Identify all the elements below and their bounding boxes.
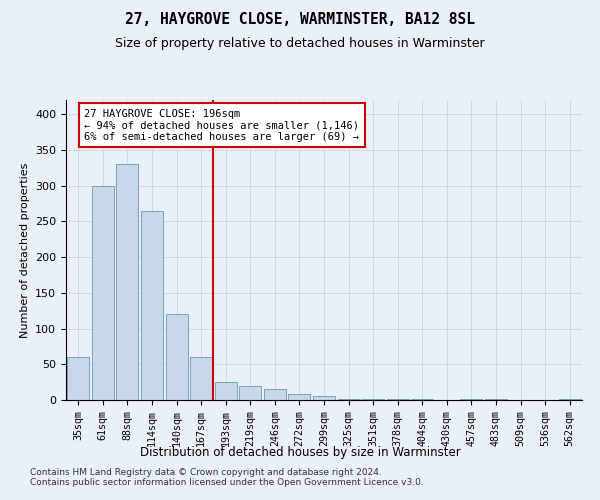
Bar <box>411 398 433 400</box>
Bar <box>190 357 212 400</box>
Bar <box>313 396 335 400</box>
Text: Contains HM Land Registry data © Crown copyright and database right 2024.: Contains HM Land Registry data © Crown c… <box>30 468 382 477</box>
Bar <box>166 314 188 400</box>
Text: 27, HAYGROVE CLOSE, WARMINSTER, BA12 8SL: 27, HAYGROVE CLOSE, WARMINSTER, BA12 8SL <box>125 12 475 28</box>
Text: 27 HAYGROVE CLOSE: 196sqm
← 94% of detached houses are smaller (1,146)
6% of sem: 27 HAYGROVE CLOSE: 196sqm ← 94% of detac… <box>85 108 359 142</box>
Bar <box>289 394 310 400</box>
Bar <box>141 210 163 400</box>
Text: Contains public sector information licensed under the Open Government Licence v3: Contains public sector information licen… <box>30 478 424 487</box>
Bar <box>215 382 237 400</box>
Bar <box>362 398 384 400</box>
Bar <box>92 186 114 400</box>
Bar <box>67 357 89 400</box>
Bar <box>239 386 262 400</box>
Bar <box>264 390 286 400</box>
Text: Distribution of detached houses by size in Warminster: Distribution of detached houses by size … <box>140 446 460 459</box>
Text: Size of property relative to detached houses in Warminster: Size of property relative to detached ho… <box>115 38 485 51</box>
Bar <box>116 164 139 400</box>
Y-axis label: Number of detached properties: Number of detached properties <box>20 162 29 338</box>
